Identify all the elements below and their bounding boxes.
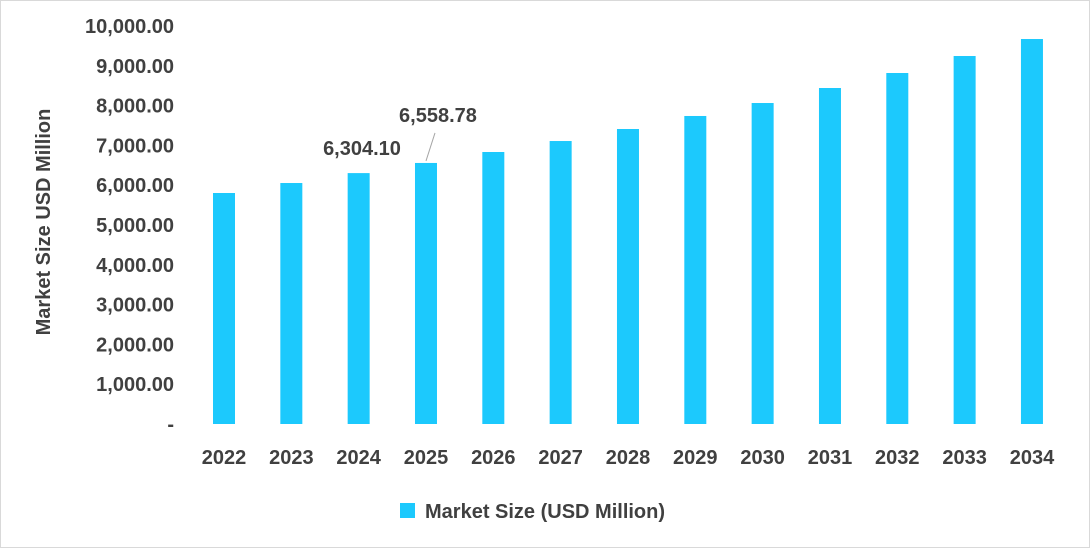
y-tick-label: 7,000.00 xyxy=(96,135,174,157)
legend-label: Market Size (USD Million) xyxy=(425,501,665,523)
y-tick-label: 3,000.00 xyxy=(96,295,174,317)
bar-2026 xyxy=(482,152,505,424)
y-tick-label: 9,000.00 xyxy=(96,56,174,78)
leader-line xyxy=(425,132,436,162)
bar-2028 xyxy=(616,129,639,425)
y-tick-label: 1,000.00 xyxy=(96,374,174,396)
bar-2027 xyxy=(549,141,572,424)
y-tick-label: 5,000.00 xyxy=(96,215,174,237)
bar-2032 xyxy=(886,73,909,425)
bar-2034 xyxy=(1020,39,1043,425)
bar-2024 xyxy=(347,173,370,424)
x-tick-label: 2028 xyxy=(606,447,651,469)
x-tick-label: 2027 xyxy=(538,447,583,469)
y-tick-label: 8,000.00 xyxy=(96,96,174,118)
x-tick-label: 2029 xyxy=(673,447,718,469)
x-tick-label: 2033 xyxy=(942,447,987,469)
bar-2022 xyxy=(213,193,235,424)
x-tick-label: 2025 xyxy=(404,447,449,469)
bar-2023 xyxy=(280,183,303,424)
legend: Market Size (USD Million) xyxy=(400,501,665,523)
legend-swatch xyxy=(400,503,415,518)
bar-2030 xyxy=(751,103,774,424)
x-tick-label: 2032 xyxy=(875,447,920,469)
y-tick-label: 10,000.00 xyxy=(85,16,174,38)
x-tick-label: 2026 xyxy=(471,447,516,469)
bar-2033 xyxy=(953,56,976,424)
data-label: 6,304.10 xyxy=(323,138,401,160)
y-tick-label: 4,000.00 xyxy=(96,255,174,277)
x-tick-label: 2024 xyxy=(336,447,381,469)
y-tick-label: 6,000.00 xyxy=(96,175,174,197)
bar-2031 xyxy=(818,88,841,425)
bar-2025 xyxy=(414,162,437,424)
x-tick-label: 2022 xyxy=(202,447,247,469)
y-axis-label: Market Size USD Million xyxy=(33,109,55,336)
y-tick-label: 2,000.00 xyxy=(96,334,174,356)
x-tick-label: 2034 xyxy=(1010,447,1055,469)
bar-2029 xyxy=(684,115,707,425)
y-tick-label: - xyxy=(167,414,174,436)
x-tick-label: 2023 xyxy=(269,447,314,469)
x-tick-label: 2030 xyxy=(740,447,785,469)
data-label: 6,558.78 xyxy=(399,105,477,127)
x-tick-label: 2031 xyxy=(808,447,853,469)
